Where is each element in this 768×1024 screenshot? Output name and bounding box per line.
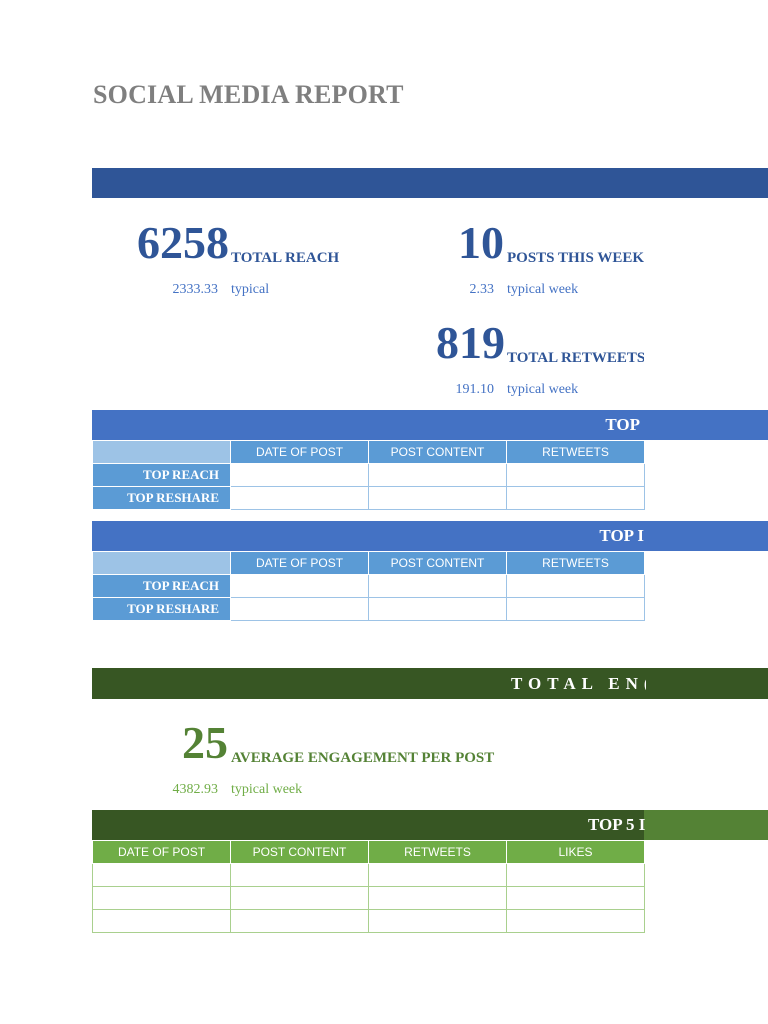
total-reach-typical-value: 2333.33 (172, 282, 219, 297)
table2-corner (92, 551, 231, 575)
total-reach-typical-label: typical (231, 282, 270, 297)
table-cell[interactable] (230, 486, 369, 510)
table1-col-content: POST CONTENT (368, 440, 507, 464)
table2-header-row: DATE OF POST POST CONTENT RETWEETS (92, 551, 645, 575)
table-row (92, 909, 645, 933)
engagement-section-title: TOTAL EN( (511, 674, 646, 693)
table-cell[interactable] (368, 574, 507, 598)
posts-this-week-value: 10 (458, 217, 504, 268)
table-cell[interactable] (92, 909, 231, 933)
table3-col-likes: LIKES (506, 840, 645, 864)
avg-engagement-label: AVERAGE ENGAGEMENT PER POST (231, 750, 495, 766)
table3-title-bar (92, 810, 644, 840)
table2-col-date: DATE OF POST (230, 551, 369, 575)
table-row: TOP REACH (92, 463, 645, 487)
table2-row-top-reshare: TOP RESHARE (92, 597, 231, 621)
table1-row-top-reshare: TOP RESHARE (92, 486, 231, 510)
table3-header-row: DATE OF POST POST CONTENT RETWEETS LIKES (92, 840, 645, 864)
table3-title-bar-ext (644, 810, 768, 840)
table2: DATE OF POST POST CONTENT RETWEETS TOP R… (92, 551, 645, 621)
table1-col-date: DATE OF POST (230, 440, 369, 464)
table-cell[interactable] (368, 886, 507, 910)
table-cell[interactable] (506, 886, 645, 910)
table-cell[interactable] (230, 597, 369, 621)
total-retweets-label: TOTAL RETWEETS (507, 350, 644, 366)
table3-col-content: POST CONTENT (230, 840, 369, 864)
table-cell[interactable] (92, 863, 231, 887)
table-cell[interactable] (368, 486, 507, 510)
table-row: TOP REACH (92, 574, 645, 598)
total-reach-label: TOTAL REACH (231, 250, 340, 266)
reach-section-bar (92, 168, 768, 198)
table1-col-retweets: RETWEETS (506, 440, 645, 464)
table3-col-date: DATE OF POST (92, 840, 231, 864)
table2-title-bar: TOP I (92, 521, 768, 551)
table2-col-retweets: RETWEETS (506, 551, 645, 575)
retweets-typical-value: 191.10 (455, 382, 495, 397)
table-row (92, 886, 645, 910)
table-cell[interactable] (506, 463, 645, 487)
table3: DATE OF POST POST CONTENT RETWEETS LIKES (92, 840, 645, 933)
table-cell[interactable] (506, 909, 645, 933)
table1-corner (92, 440, 231, 464)
posts-typical-value: 2.33 (469, 282, 495, 297)
table-cell[interactable] (506, 486, 645, 510)
table-cell[interactable] (368, 863, 507, 887)
table-cell[interactable] (506, 574, 645, 598)
total-reach-value: 6258 (137, 217, 229, 268)
table2-col-content: POST CONTENT (368, 551, 507, 575)
table-cell[interactable] (230, 574, 369, 598)
engagement-typical-label: typical week (231, 782, 303, 797)
table-cell[interactable] (230, 909, 369, 933)
table-cell[interactable] (368, 597, 507, 621)
table-row (92, 863, 645, 887)
table-row: TOP RESHARE (92, 486, 645, 510)
table-cell[interactable] (230, 886, 369, 910)
table-cell[interactable] (368, 463, 507, 487)
posts-typical-label: typical week (507, 282, 579, 297)
table-cell[interactable] (230, 863, 369, 887)
retweets-typical-label: typical week (507, 382, 579, 397)
total-retweets-value: 819 (436, 317, 505, 368)
table-cell[interactable] (230, 463, 369, 487)
table3-col-retweets: RETWEETS (368, 840, 507, 864)
table-cell[interactable] (92, 886, 231, 910)
table1: DATE OF POST POST CONTENT RETWEETS TOP R… (92, 440, 645, 510)
page-title: SOCIAL MEDIA REPORT (93, 80, 404, 109)
table1-title: TOP (605, 415, 640, 434)
table3-title: TOP 5 I (588, 815, 646, 834)
avg-engagement-value: 25 (182, 717, 228, 768)
table-cell[interactable] (368, 909, 507, 933)
table-cell[interactable] (506, 863, 645, 887)
posts-this-week-label: POSTS THIS WEEK (507, 250, 644, 266)
table1-row-top-reach: TOP REACH (92, 463, 231, 487)
table2-row-top-reach: TOP REACH (92, 574, 231, 598)
engagement-typical-value: 4382.93 (172, 782, 219, 797)
table-row: TOP RESHARE (92, 597, 645, 621)
table-cell[interactable] (506, 597, 645, 621)
engagement-section-bar: TOTAL EN( (92, 668, 768, 699)
table2-title: TOP I (599, 526, 644, 545)
table1-title-bar: TOP (92, 410, 768, 440)
table1-header-row: DATE OF POST POST CONTENT RETWEETS (92, 440, 645, 464)
